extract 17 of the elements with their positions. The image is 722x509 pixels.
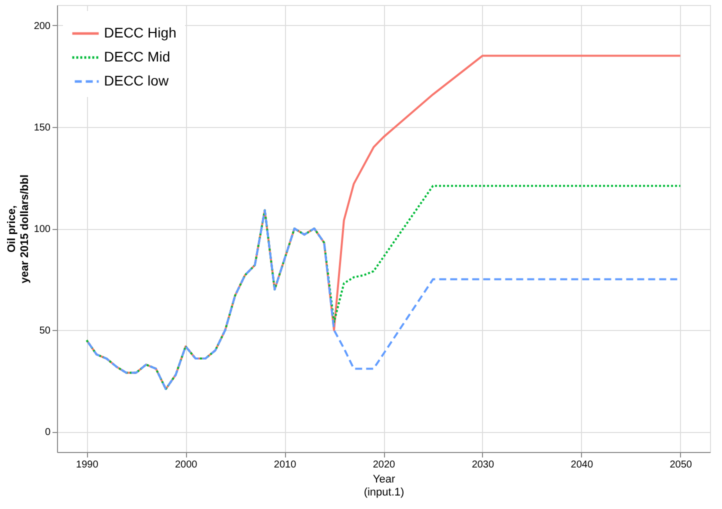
x-tick-label: 2010 xyxy=(274,460,297,470)
y-tick-label: 100 xyxy=(34,224,51,235)
y-tick-label: 150 xyxy=(34,122,51,134)
legend-label: DECC low xyxy=(104,72,170,88)
y-tick-label: 200 xyxy=(34,20,51,32)
x-tick-label: 2030 xyxy=(472,460,494,470)
x-tick-label: 2020 xyxy=(372,460,396,470)
x-axis-title: Year (input.1) xyxy=(364,474,404,498)
x-tick-label: 1990 xyxy=(76,460,99,470)
y-tick-label: 0 xyxy=(44,427,51,438)
y-axis-title: Oil price, year 2015 dollars/bbl xyxy=(6,174,31,284)
y-tick-label: 50 xyxy=(39,326,51,337)
x-tick-label: 2050 xyxy=(670,460,692,470)
legend-label: DECC High xyxy=(104,24,176,40)
x-tick-label: 2040 xyxy=(570,460,594,470)
legend-label: DECC Mid xyxy=(104,48,170,64)
x-tick-label: 2000 xyxy=(174,460,198,470)
